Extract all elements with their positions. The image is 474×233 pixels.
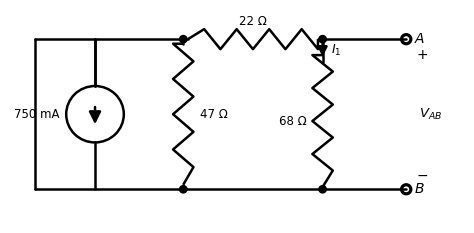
Circle shape xyxy=(180,35,187,43)
Text: A: A xyxy=(415,32,424,46)
Circle shape xyxy=(319,35,326,43)
Text: 750 mA: 750 mA xyxy=(14,108,59,121)
Text: −: − xyxy=(417,169,428,183)
Text: +: + xyxy=(417,48,428,62)
Text: B: B xyxy=(415,182,424,196)
Text: $V_{AB}$: $V_{AB}$ xyxy=(419,107,442,122)
Text: $I_1$: $I_1$ xyxy=(331,43,341,58)
Circle shape xyxy=(319,186,326,193)
Text: 22 Ω: 22 Ω xyxy=(239,15,267,28)
Circle shape xyxy=(180,186,187,193)
Text: 47 Ω: 47 Ω xyxy=(200,108,228,121)
Text: 68 Ω: 68 Ω xyxy=(279,115,306,127)
